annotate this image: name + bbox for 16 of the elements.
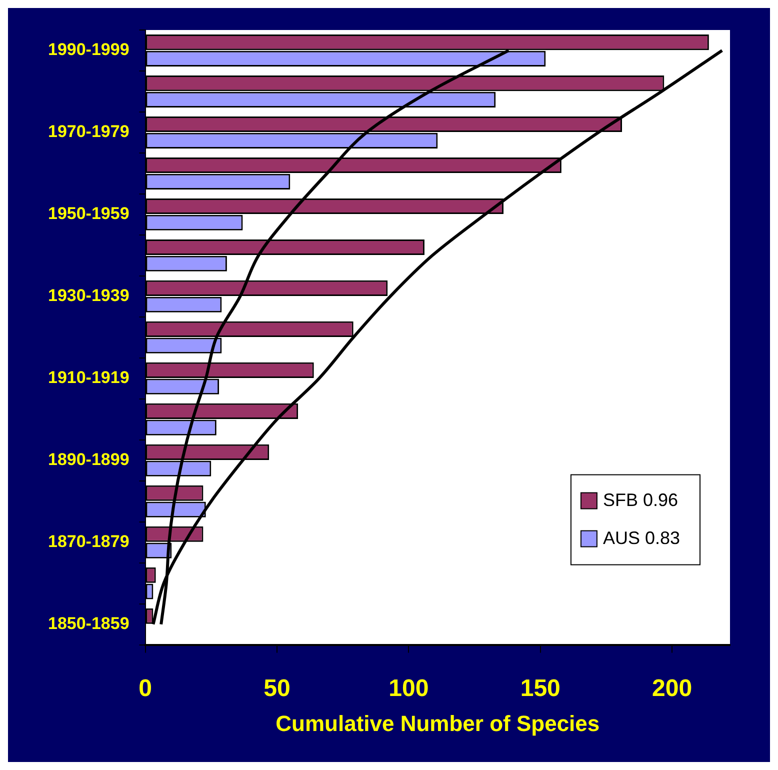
x-tick-label: 150	[520, 674, 560, 702]
legend-label: SFB 0.96	[602, 490, 678, 510]
x-axis-title: Cumulative Number of Species	[276, 710, 600, 736]
y-tick-label: 1890-1899	[48, 450, 130, 470]
y-tick-label: 1930-1939	[48, 286, 130, 306]
x-tick-label: 200	[652, 674, 692, 702]
x-tick-label: 100	[388, 674, 429, 702]
y-tick-label: 1870-1879	[48, 532, 130, 552]
legend-label: AUS 0.83	[602, 528, 680, 548]
y-tick-label: 1990-1999	[48, 40, 130, 60]
y-tick-label: 1910-1919	[48, 368, 130, 388]
x-tick-label: 50	[264, 674, 290, 702]
y-tick-label: 1850-1859	[48, 614, 130, 633]
y-tick-label: 1970-1979	[48, 122, 130, 142]
x-tick-label: 0	[138, 674, 152, 702]
y-tick-label: 1950-1959	[48, 204, 130, 224]
